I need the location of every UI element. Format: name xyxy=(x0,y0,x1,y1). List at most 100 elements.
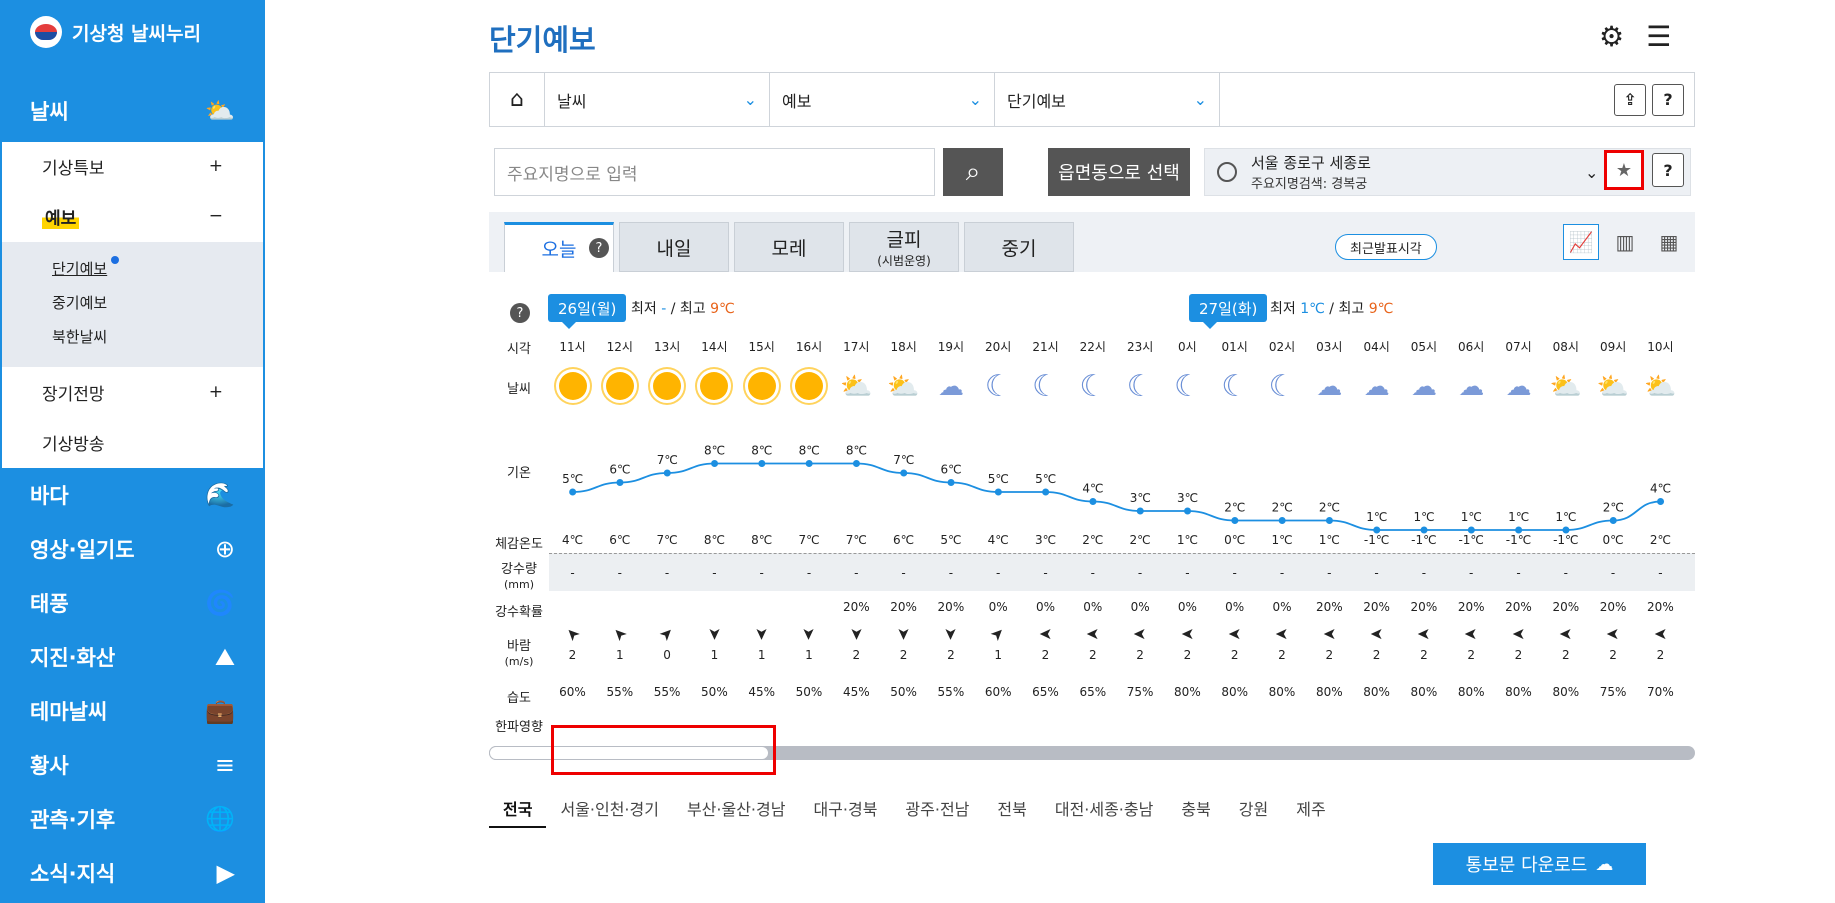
row-label-time: 시각 xyxy=(507,342,531,357)
precip-value: - xyxy=(1421,566,1427,580)
temp-label: 5℃ xyxy=(1035,472,1056,486)
tab-tomorrow[interactable]: 내일 xyxy=(619,222,729,272)
wind-speed-value: 2 xyxy=(1514,648,1523,662)
feels-like-value: -1℃ xyxy=(1505,533,1532,547)
logo[interactable]: 기상청 날씨누리 xyxy=(30,16,201,48)
sun-icon xyxy=(738,372,785,400)
breadcrumb-select-1[interactable]: 날씨 ⌄ xyxy=(545,73,770,126)
subsub-item-short-term[interactable]: 단기예보 xyxy=(52,260,108,278)
sidebar-section-earthquake[interactable]: 지진·화산 ⛰ xyxy=(30,643,235,671)
tab-mid-term[interactable]: 중기 xyxy=(964,222,1074,272)
region-tab[interactable]: 제주 xyxy=(1296,800,1326,819)
sidebar-section-satellite[interactable]: 영상·일기도 ⊕ xyxy=(30,535,235,563)
hour-column: 21시 ☾ 3℃ - 0% ➤ 2 65% xyxy=(1022,330,1069,718)
precip-prob-value: 20% xyxy=(1363,600,1390,614)
temp-point xyxy=(1657,498,1665,505)
sidebar-section-sea[interactable]: 바다 🌊 xyxy=(30,481,235,509)
subsub-item-mid-term[interactable]: 중기예보 xyxy=(52,294,108,312)
favorite-star-button[interactable]: ★ xyxy=(1604,150,1644,190)
tab-day-after[interactable]: 모레 xyxy=(734,222,844,272)
hour-column: 23시 ☾ 2℃ - 0% ➤ 2 75% xyxy=(1117,330,1164,718)
latest-release-button[interactable]: 최근발표시각 xyxy=(1335,234,1437,260)
breadcrumb-select-2[interactable]: 예보 ⌄ xyxy=(770,73,995,126)
minmax-26: 최저 - / 최고 9℃ xyxy=(631,301,735,317)
region-tab[interactable]: 서울·인천·경기 xyxy=(560,800,659,819)
location-help-button[interactable]: ? xyxy=(1652,153,1684,187)
sidebar-section-dust[interactable]: 황사 ≡ xyxy=(30,751,235,779)
search-button[interactable]: ⌕ xyxy=(943,148,1003,196)
precip-row-bg xyxy=(549,553,1695,591)
globe-thermometer-icon: 🌐 xyxy=(205,805,235,833)
emd-select-button[interactable]: 읍면동으로 선택 xyxy=(1048,148,1190,196)
download-bulletin-button[interactable]: 통보문 다운로드 ☁ xyxy=(1433,843,1646,885)
moon-icon: ☾ xyxy=(1268,369,1296,404)
precip-prob-value: 0% xyxy=(1130,600,1150,614)
region-tab[interactable]: 광주·전남 xyxy=(905,800,970,819)
sidebar-section-climate[interactable]: 관측·기후 🌐 xyxy=(30,805,235,833)
temp-point xyxy=(1278,517,1286,524)
breadcrumb-select-3[interactable]: 단기예보 ⌄ xyxy=(995,73,1220,126)
sidebar-section-typhoon[interactable]: 태풍 🌀 xyxy=(30,589,235,617)
help-icon[interactable]: ? xyxy=(589,238,609,258)
temp-point xyxy=(1184,507,1192,515)
precip-prob-value: 0% xyxy=(1035,600,1056,614)
sidebar-section-weather[interactable]: 날씨 ⛅ xyxy=(0,84,265,138)
sidebar-section-theme[interactable]: 테마날씨 💼 xyxy=(30,697,235,725)
feels-like-value: 6℃ xyxy=(893,533,915,547)
scrollbar-thumb[interactable] xyxy=(489,746,769,760)
tab-third-day[interactable]: 글피 (시범운영) xyxy=(849,222,959,272)
sidebar-section-label: 날씨 xyxy=(30,100,69,124)
precip-value: - xyxy=(1279,566,1285,580)
wind-speed-value: 1 xyxy=(757,648,766,662)
precip-prob-value: 20% xyxy=(1505,600,1532,614)
hour-column: 13시 7℃ - ➤ 0 55% xyxy=(644,330,691,718)
chevron-down-icon: ⌄ xyxy=(968,90,982,109)
temp-label: 1℃ xyxy=(1555,510,1576,524)
temp-point xyxy=(994,488,1002,496)
submenu-item-long-term[interactable]: 장기전망 + xyxy=(42,382,223,405)
home-icon[interactable]: ⌂ xyxy=(490,73,545,126)
submenu-item-forecast[interactable]: 예보 − xyxy=(2,192,263,240)
precip-value: - xyxy=(617,566,622,580)
precip-prob-value: 0% xyxy=(1083,600,1103,614)
temp-point xyxy=(852,460,860,467)
region-tab[interactable]: 대구·경북 xyxy=(813,800,878,819)
region-tab[interactable]: 전북 xyxy=(997,800,1027,819)
gear-icon[interactable]: ⚙ xyxy=(1599,20,1625,53)
region-tabs: 전국 서울·인천·경기 부산·울산·경남 대구·경북 광주·전남 전북 대전·세종·충남 충북… xyxy=(489,792,1340,828)
hour-column: 08시 ⛅ -1℃ - 20% ➤ 2 80% xyxy=(1542,330,1589,718)
temp-point xyxy=(1562,526,1570,534)
region-tab[interactable]: 부산·울산·경남 xyxy=(686,800,786,819)
region-tab[interactable]: 강원 xyxy=(1238,800,1269,819)
wind-speed-value: 2 xyxy=(1420,648,1428,662)
wind-arrow-icon: ➤ xyxy=(1653,625,1668,644)
humidity-value: 65% xyxy=(1079,685,1107,699)
graph-view-icon[interactable]: 📈 xyxy=(1563,224,1599,260)
temp-label: 6℃ xyxy=(940,463,961,477)
feels-like-value: 4℃ xyxy=(561,533,584,547)
help-icon[interactable]: ? xyxy=(510,303,530,323)
expand-icon: + xyxy=(208,156,223,176)
region-tab[interactable]: 대전·세종·충남 xyxy=(1054,800,1154,819)
feels-like-value: 4℃ xyxy=(987,533,1009,547)
horizontal-scrollbar[interactable] xyxy=(489,746,1695,760)
region-tab[interactable]: 전국 xyxy=(489,792,547,828)
subsub-item-north-korea[interactable]: 북한날씨 xyxy=(52,328,108,346)
wind-arrow-icon: ➤ xyxy=(1369,625,1384,644)
hour-column: 05시 ☁ -1℃ - 20% ➤ 2 80% xyxy=(1400,330,1447,718)
bar-chart-icon[interactable]: ▥ xyxy=(1615,230,1635,254)
cloudmoon-icon: ☁ xyxy=(1363,372,1390,402)
search-input[interactable]: 주요지명으로 입력 xyxy=(494,148,935,196)
row-label-precip: 강수량 (mm) xyxy=(501,562,537,591)
table-view-icon[interactable]: ▦ xyxy=(1659,230,1679,254)
sidebar-section-news[interactable]: 소식·지식 ▶ xyxy=(30,859,235,887)
share-icon[interactable]: ⇪ xyxy=(1614,83,1646,116)
submenu-item-broadcast[interactable]: 기상방송 xyxy=(42,434,105,455)
precip-value: - xyxy=(948,566,954,580)
region-tab[interactable]: 충북 xyxy=(1181,800,1211,819)
hamburger-menu-icon[interactable]: ☰ xyxy=(1646,20,1672,53)
temp-point xyxy=(1042,488,1050,496)
submenu-item-warnings[interactable]: 기상특보 + xyxy=(42,156,223,179)
wind-arrow-icon: ➤ xyxy=(1227,625,1242,644)
help-button[interactable]: ? xyxy=(1652,83,1684,116)
